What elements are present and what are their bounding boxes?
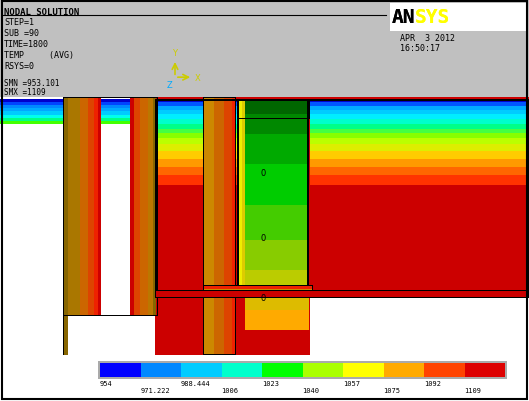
Text: AN: AN — [392, 8, 415, 27]
Text: TIME=1800: TIME=1800 — [4, 40, 49, 49]
Text: 1006: 1006 — [222, 387, 239, 393]
Bar — [141, 363, 181, 377]
Text: Z: Z — [166, 81, 172, 90]
Text: 0: 0 — [260, 294, 266, 302]
Text: 1023: 1023 — [262, 380, 279, 386]
Text: STEP=1: STEP=1 — [4, 18, 34, 26]
Text: X: X — [195, 73, 200, 83]
Text: 0: 0 — [260, 233, 266, 243]
Text: 1075: 1075 — [384, 387, 400, 393]
Text: 988.444: 988.444 — [181, 380, 211, 386]
Text: 1092: 1092 — [424, 380, 441, 386]
Bar — [262, 363, 303, 377]
Bar — [222, 363, 262, 377]
Text: SYS: SYS — [415, 8, 450, 27]
Text: NODAL SOLUTION: NODAL SOLUTION — [4, 8, 79, 16]
Bar — [464, 363, 505, 377]
Text: APR  3 2012: APR 3 2012 — [400, 34, 455, 43]
Text: 1040: 1040 — [303, 387, 320, 393]
Text: SYS: SYS — [415, 8, 450, 27]
Text: 16:50:17: 16:50:17 — [400, 44, 440, 53]
Text: RSYS=0: RSYS=0 — [4, 61, 34, 71]
Text: 971.222: 971.222 — [141, 387, 170, 393]
Bar — [343, 363, 384, 377]
Text: SMN =953.101: SMN =953.101 — [4, 79, 59, 87]
Text: 954: 954 — [100, 380, 113, 386]
Text: SMX =1109: SMX =1109 — [4, 87, 45, 97]
Text: 1109: 1109 — [464, 387, 481, 393]
Text: AN: AN — [392, 8, 415, 27]
Text: 1057: 1057 — [343, 380, 360, 386]
Bar — [98, 361, 507, 379]
Bar — [384, 363, 424, 377]
Text: 0: 0 — [260, 168, 266, 178]
Bar — [424, 363, 464, 377]
Bar — [100, 363, 141, 377]
Text: TEMP     (AVG): TEMP (AVG) — [4, 51, 74, 59]
Text: Y: Y — [172, 49, 178, 58]
Bar — [181, 363, 222, 377]
Bar — [390, 4, 526, 32]
Bar — [303, 363, 343, 377]
Text: SUB =90: SUB =90 — [4, 28, 39, 37]
